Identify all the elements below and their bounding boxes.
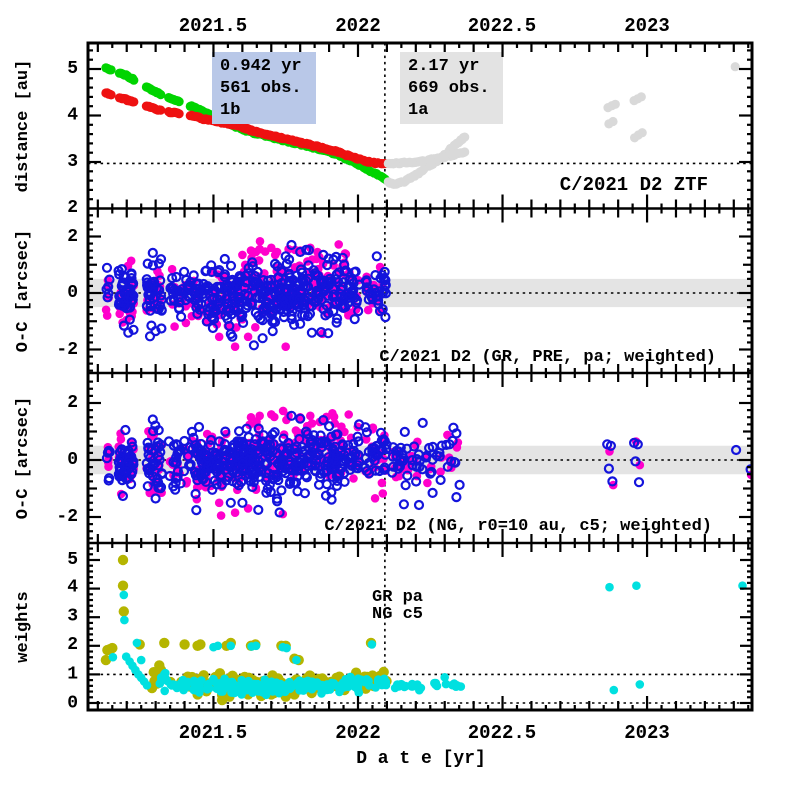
arc-1b-name: 1b xyxy=(220,101,240,120)
arc-1a-obs-count: 669 obs. xyxy=(408,79,490,98)
panel-points-weights xyxy=(100,554,747,706)
p2-ytick-neg2: -2 xyxy=(56,340,78,360)
legend-gr-pa: GR pa xyxy=(372,588,423,607)
top-axis-label-2023: 2023 xyxy=(624,15,670,37)
p4-ytick-5: 5 xyxy=(67,550,78,570)
y-axis-title-oc-gr: O-C [arcsec] xyxy=(14,230,33,352)
panel-points-oc-ng-c5 xyxy=(101,406,752,520)
arc-1b-obs-count: 561 obs. xyxy=(220,79,302,98)
arc-1a-name: 1a xyxy=(408,101,428,120)
p4-ytick-1: 1 xyxy=(67,665,78,685)
arc-1a-infobox xyxy=(400,52,503,124)
plot-outer-frame xyxy=(86,41,754,712)
p2-ytick-0: 0 xyxy=(67,283,78,303)
p4-ytick-0: 0 xyxy=(67,694,78,714)
top-axis-label-2021-5: 2021.5 xyxy=(179,15,247,37)
p4-ytick-4: 4 xyxy=(67,578,78,598)
top-axis-label-2022: 2022 xyxy=(335,15,381,37)
y-axis-title-weights: weights xyxy=(14,591,33,662)
p4-ytick-2: 2 xyxy=(67,635,78,655)
legend-ng-c5: NG c5 xyxy=(372,605,423,624)
p2-ytick-2: 2 xyxy=(67,227,78,247)
p2-model-label: C/2021 D2 (GR, PRE, pa; weighted) xyxy=(379,348,716,367)
p1-object-label: C/2021 D2 ZTF xyxy=(560,174,708,196)
p3-model-label: C/2021 D2 (NG, r0=10 au, c5; weighted) xyxy=(324,517,712,536)
panel-points-oc-gr-pre-pa xyxy=(101,237,391,352)
bottom-axis-label-2021-5: 2021.5 xyxy=(179,722,247,744)
y-axis-title-distance: distance [au] xyxy=(14,60,33,193)
plot-frame-layer xyxy=(86,41,754,712)
arc-1a-length: 2.17 yr xyxy=(408,57,479,76)
x-axis-title: D a t e [yr] xyxy=(356,749,486,769)
bottom-axis-label-2022-5: 2022.5 xyxy=(468,722,536,744)
bottom-axis-label-2023: 2023 xyxy=(624,722,670,744)
top-axis-label-2022-5: 2022.5 xyxy=(468,15,536,37)
p1-ytick-4: 4 xyxy=(67,106,78,126)
p1-ytick-2: 2 xyxy=(67,198,78,218)
y-axis-title-oc-ng: O-C [arcsec] xyxy=(14,397,33,519)
arc-1b-infobox xyxy=(212,52,316,124)
p3-ytick-neg2: -2 xyxy=(56,507,78,527)
p3-ytick-2: 2 xyxy=(67,393,78,413)
p1-ytick-3: 3 xyxy=(67,152,78,172)
p3-ytick-0: 0 xyxy=(67,450,78,470)
arc-1b-length: 0.942 yr xyxy=(220,57,302,76)
bottom-axis-label-2022: 2022 xyxy=(335,722,381,744)
plot-render-layer xyxy=(88,43,752,710)
p1-ytick-5: 5 xyxy=(67,59,78,79)
p4-ytick-3: 3 xyxy=(67,607,78,627)
